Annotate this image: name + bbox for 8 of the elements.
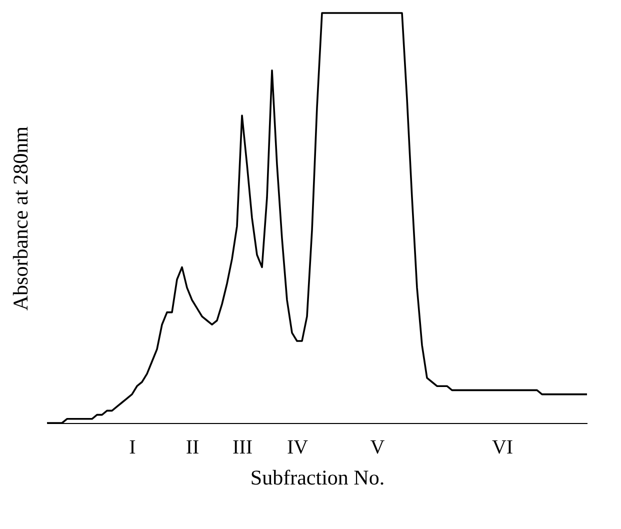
x-axis-title: Subfraction No.	[250, 466, 385, 490]
y-axis-title: Absorbance at 280nm	[8, 126, 32, 311]
x-tick-label: V	[370, 436, 386, 458]
x-tick-label: I	[129, 436, 136, 458]
x-tick-label: VI	[492, 436, 514, 458]
x-tick-label: II	[186, 436, 200, 458]
x-tick-label: III	[232, 436, 252, 458]
x-tick-label: IV	[286, 436, 309, 458]
